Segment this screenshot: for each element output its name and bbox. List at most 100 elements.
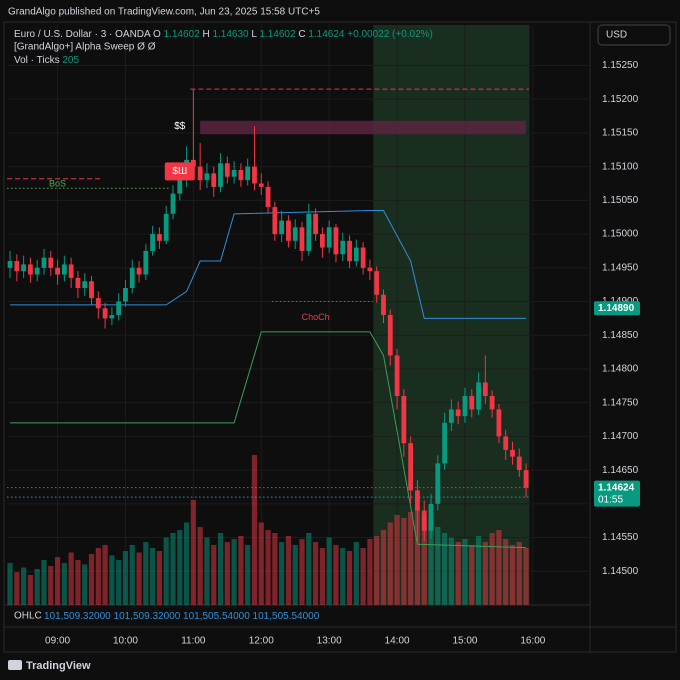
- candle: [150, 225, 156, 256]
- candle-body: [496, 409, 502, 437]
- candle-body: [435, 463, 441, 504]
- candle: [340, 232, 346, 262]
- price-tag-label: 1.14890: [598, 303, 635, 314]
- y-tick-label: 1.14700: [602, 431, 639, 442]
- candle: [401, 389, 407, 457]
- candle-body: [252, 166, 257, 184]
- volume-bar: [27, 575, 34, 605]
- price-tag-timer: 01:55: [598, 494, 623, 505]
- candle-body: [469, 395, 475, 410]
- candle: [129, 259, 135, 294]
- candle: [136, 261, 142, 283]
- candle: [157, 227, 162, 249]
- candle: [252, 126, 257, 191]
- candle: [75, 271, 81, 299]
- volume-bar: [238, 536, 244, 605]
- volume-bar: [109, 555, 115, 605]
- candle-body: [442, 422, 447, 464]
- candle: [489, 390, 495, 418]
- volume-bar: [489, 533, 495, 605]
- candle: [306, 203, 312, 256]
- ohlc-key: C: [298, 29, 305, 40]
- volume-bar: [387, 522, 393, 605]
- candle: [163, 205, 169, 245]
- candle-body: [123, 288, 128, 302]
- candle-body: [326, 227, 332, 248]
- candle-body: [197, 166, 203, 181]
- candle: [231, 161, 237, 184]
- candle: [61, 255, 67, 282]
- volume-bar: [285, 536, 292, 605]
- candle: [421, 500, 427, 541]
- volume-bar: [496, 530, 502, 605]
- volume-bar: [245, 545, 251, 605]
- candle: [279, 210, 285, 243]
- volume-bar: [279, 542, 285, 605]
- candle: [170, 185, 176, 220]
- supply-zone: [200, 120, 527, 135]
- candle: [448, 399, 454, 431]
- ohlc-row-values: 101,509.32000 101,509.32000 101,505.5400…: [44, 611, 320, 622]
- currency-button[interactable]: [597, 24, 671, 46]
- candle: [503, 429, 509, 460]
- volume-bar: [319, 548, 325, 605]
- candle: [265, 181, 271, 214]
- x-tick-label: 09:00: [45, 636, 70, 647]
- candle-body: [55, 267, 60, 275]
- volume-name: Vol · Ticks: [14, 55, 60, 66]
- candle: [482, 355, 488, 405]
- candle-body: [89, 281, 94, 299]
- candle-body: [421, 510, 427, 531]
- volume-bar: [177, 530, 183, 605]
- candle-body: [218, 163, 223, 187]
- price-tag: [594, 480, 640, 507]
- candle-body: [7, 261, 13, 268]
- candle-body: [48, 257, 54, 268]
- volume-bar: [7, 563, 13, 605]
- candle: [286, 215, 291, 248]
- volume-bar: [224, 542, 230, 605]
- candle-body: [347, 240, 352, 262]
- candle: [211, 166, 217, 197]
- candle: [299, 221, 305, 262]
- candle-body: [286, 220, 291, 241]
- volume-bar: [258, 522, 264, 605]
- volume-bar: [88, 554, 95, 605]
- candle-body: [516, 456, 522, 471]
- candle-body: [21, 264, 27, 272]
- volume-value: 205: [62, 55, 79, 66]
- ohlc-value: 1.14630: [212, 29, 249, 40]
- volume-bar: [469, 545, 475, 605]
- volume-bar: [448, 537, 454, 605]
- volume-bar: [421, 515, 427, 605]
- ohlc-row-label: OHLC: [14, 611, 42, 622]
- y-tick-label: 1.15150: [602, 128, 639, 139]
- x-tick-label: 14:00: [385, 636, 410, 647]
- candle-body: [245, 166, 251, 181]
- candle-body: [14, 261, 20, 272]
- volume-bar: [441, 533, 448, 605]
- candle: [333, 223, 339, 263]
- candle: [238, 163, 244, 187]
- volume-bar: [82, 564, 88, 605]
- volume-bar: [116, 560, 122, 605]
- candle: [360, 242, 366, 275]
- candle-body: [489, 395, 495, 410]
- candle: [367, 259, 373, 280]
- volume-bar: [367, 539, 373, 605]
- candle: [387, 309, 393, 366]
- volume-bar: [394, 515, 400, 605]
- volume-bar: [75, 560, 81, 605]
- y-tick-label: 1.14800: [602, 364, 639, 375]
- candle: [496, 404, 502, 444]
- candle-body: [238, 170, 244, 181]
- x-tick-label: 13:00: [317, 636, 342, 647]
- candle: [374, 266, 380, 303]
- volume-bar: [503, 539, 509, 605]
- candle: [258, 173, 264, 195]
- volume-bar: [136, 552, 142, 605]
- brand: TradingView: [8, 660, 91, 672]
- candle-body: [340, 240, 346, 255]
- candle-body: [75, 277, 81, 289]
- candle-body: [482, 382, 488, 396]
